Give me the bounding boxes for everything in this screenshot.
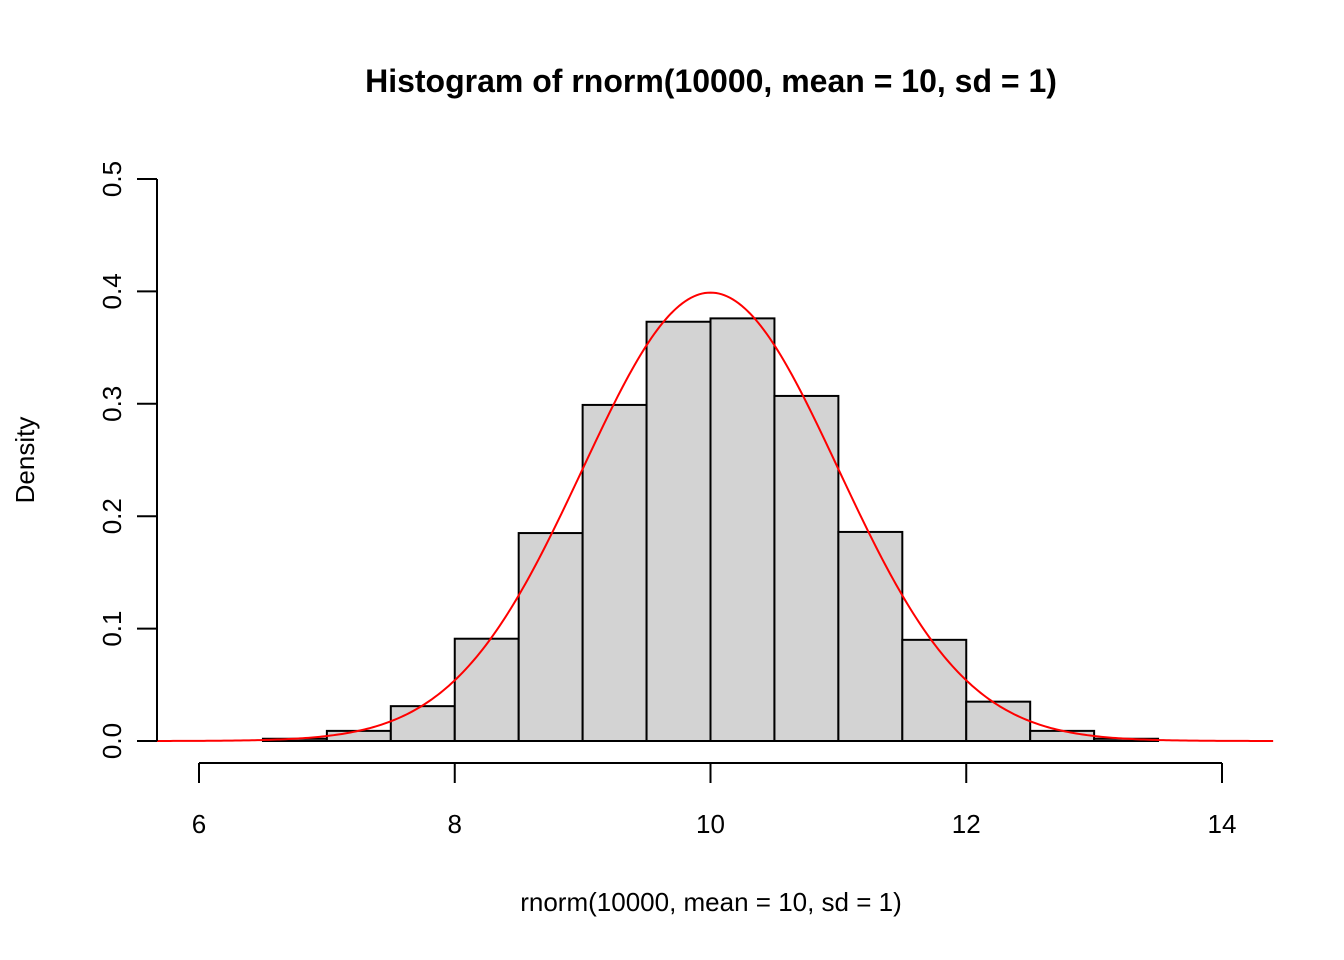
histogram-bar-11 bbox=[965, 700, 1032, 742]
histogram-bar-7 bbox=[709, 317, 776, 742]
histogram-bar-1 bbox=[325, 729, 392, 742]
histogram-bar-5 bbox=[581, 403, 648, 742]
y-axis-label: Density bbox=[10, 417, 40, 504]
chart-title: Histogram of rnorm(10000, mean = 10, sd … bbox=[365, 63, 1057, 99]
y-tick-label-2: 0.2 bbox=[97, 498, 127, 534]
x-tick-label-0: 6 bbox=[192, 809, 206, 839]
histogram-bar-10 bbox=[901, 638, 968, 743]
x-axis: 6 8 10 12 14 bbox=[192, 762, 1237, 839]
histogram-bar-6 bbox=[645, 320, 712, 742]
y-tick-label-4: 0.4 bbox=[97, 273, 127, 309]
histogram-bar-2 bbox=[389, 705, 456, 743]
y-tick-label-1: 0.1 bbox=[97, 611, 127, 647]
x-tick-label-2: 10 bbox=[696, 809, 725, 839]
y-tick-label-3: 0.3 bbox=[97, 386, 127, 422]
y-axis: 0.0 0.1 0.2 0.3 0.4 0.5 bbox=[97, 161, 158, 759]
normal-density-curve bbox=[147, 291, 1274, 742]
x-tick-label-1: 8 bbox=[448, 809, 462, 839]
x-axis-label: rnorm(10000, mean = 10, sd = 1) bbox=[520, 887, 902, 917]
histogram-bar-12 bbox=[1029, 729, 1096, 742]
histogram-bar-3 bbox=[453, 637, 520, 742]
x-tick-label-4: 14 bbox=[1208, 809, 1237, 839]
histogram-bar-9 bbox=[837, 530, 904, 742]
x-tick-label-3: 12 bbox=[952, 809, 981, 839]
histogram-bar-4 bbox=[517, 532, 584, 742]
histogram-bars bbox=[261, 317, 1160, 743]
y-tick-label-0: 0.0 bbox=[97, 723, 127, 759]
y-tick-label-5: 0.5 bbox=[97, 161, 127, 197]
